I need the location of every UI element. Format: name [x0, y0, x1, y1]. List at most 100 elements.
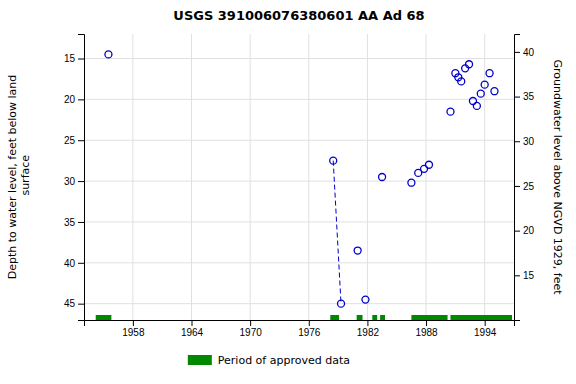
- tick-mark: [426, 320, 427, 326]
- tick-mark: [514, 97, 520, 98]
- tick-label: 15: [64, 53, 76, 64]
- axis-line: [78, 35, 85, 321]
- tick-label: 1994: [474, 327, 497, 338]
- tick: 40: [514, 47, 535, 58]
- grid-line: [426, 34, 427, 320]
- tick: 25: [64, 135, 84, 146]
- tick-label: 1958: [122, 327, 145, 338]
- tick-mark: [133, 320, 134, 326]
- grid-line: [84, 262, 514, 263]
- dashed-line: [333, 161, 341, 304]
- tick-label: 30: [523, 136, 535, 147]
- grid-line: [84, 99, 514, 100]
- tick: 30: [64, 176, 84, 187]
- tick-mark: [367, 320, 368, 326]
- tick-mark: [78, 140, 84, 141]
- point: [458, 78, 465, 85]
- tick-mark: [192, 320, 193, 326]
- tick-label: 35: [523, 91, 535, 102]
- point: [379, 174, 386, 181]
- tick: 25: [514, 181, 535, 192]
- tick: 1982: [357, 320, 380, 338]
- tick-label: 1964: [181, 327, 204, 338]
- tick: 1964: [181, 320, 204, 338]
- tick-label: 20: [523, 225, 535, 236]
- tick: 35: [514, 91, 535, 102]
- tick: 35: [64, 217, 84, 228]
- tick-label: 1988: [415, 327, 438, 338]
- title: USGS 391006076380601 AA Ad 68: [173, 8, 424, 23]
- tick: 1970: [240, 320, 263, 338]
- point: [491, 88, 498, 95]
- tick-mark: [78, 181, 84, 182]
- tick-label: 1976: [298, 327, 321, 338]
- tick-mark: [250, 320, 251, 326]
- legend-swatch: [188, 355, 212, 365]
- point: [481, 81, 488, 88]
- tick-mark: [78, 304, 84, 305]
- point: [425, 161, 432, 168]
- approved-period: [380, 315, 385, 320]
- grid-line: [84, 181, 514, 182]
- tick-label: 35: [64, 217, 76, 228]
- axis-line: [515, 35, 521, 321]
- point: [105, 51, 112, 58]
- approved-period: [372, 315, 377, 320]
- tick-mark: [514, 52, 520, 53]
- grid-line: [308, 34, 309, 320]
- approved-period: [450, 315, 512, 320]
- grid-line: [84, 303, 514, 304]
- y2-axis-title: Groundwater level above NGVD 1929, feet: [551, 59, 564, 295]
- point: [477, 90, 484, 97]
- chart: 1958 1964 1970 1976 1982 1988 1994 15 20 25 30 35 40…: [0, 0, 576, 384]
- tick-mark: [514, 275, 520, 276]
- approved-period: [330, 315, 339, 320]
- tick: 1958: [122, 320, 145, 338]
- grid-line: [367, 34, 368, 320]
- grid: [84, 34, 514, 320]
- tick-mark: [78, 59, 84, 60]
- plot-area: 1958 1964 1970 1976 1982 1988 1994 15 20 25 30 35 40…: [6, 34, 564, 367]
- tick-label: 40: [523, 47, 535, 58]
- tick: 30: [514, 136, 535, 147]
- legend-label: Period of approved data: [218, 354, 350, 367]
- tick: 20: [514, 225, 535, 236]
- x-axis: 1958 1964 1970 1976 1982 1988 1994: [85, 320, 515, 338]
- y-axis: 15 20 25 30 35 40 45: [64, 35, 85, 321]
- tick-label: 1970: [240, 327, 263, 338]
- grid-line: [132, 34, 133, 320]
- point: [354, 247, 361, 254]
- tick-label: 1982: [357, 327, 380, 338]
- tick: 15: [64, 53, 84, 64]
- tick: 20: [64, 94, 84, 105]
- tick-mark: [485, 320, 486, 326]
- tick-mark: [78, 99, 84, 100]
- axis-line: [85, 321, 515, 327]
- tick: 40: [64, 258, 84, 269]
- tick: 1994: [474, 320, 497, 338]
- grid-line: [84, 58, 514, 59]
- grid-line: [84, 140, 514, 141]
- tick-mark: [514, 186, 520, 187]
- approved-periods: [96, 315, 512, 320]
- tick-mark: [514, 141, 520, 142]
- grid-line: [191, 34, 192, 320]
- grid-line: [484, 34, 485, 320]
- tick-label: 25: [64, 135, 76, 146]
- marks: [96, 51, 512, 320]
- tick-mark: [78, 263, 84, 264]
- y2-axis: 152025303540: [514, 35, 535, 321]
- tick-mark: [309, 320, 310, 326]
- tick: 1976: [298, 320, 321, 338]
- grid-line: [84, 221, 514, 222]
- grid-line: [250, 34, 251, 320]
- tick-mark: [514, 231, 520, 232]
- tick-label: 40: [64, 258, 76, 269]
- tick-label: 45: [64, 298, 76, 309]
- point: [462, 65, 469, 72]
- tick-mark: [78, 222, 84, 223]
- point: [486, 70, 493, 77]
- point: [408, 179, 415, 186]
- tick: 1988: [415, 320, 438, 338]
- tick: 45: [64, 298, 84, 309]
